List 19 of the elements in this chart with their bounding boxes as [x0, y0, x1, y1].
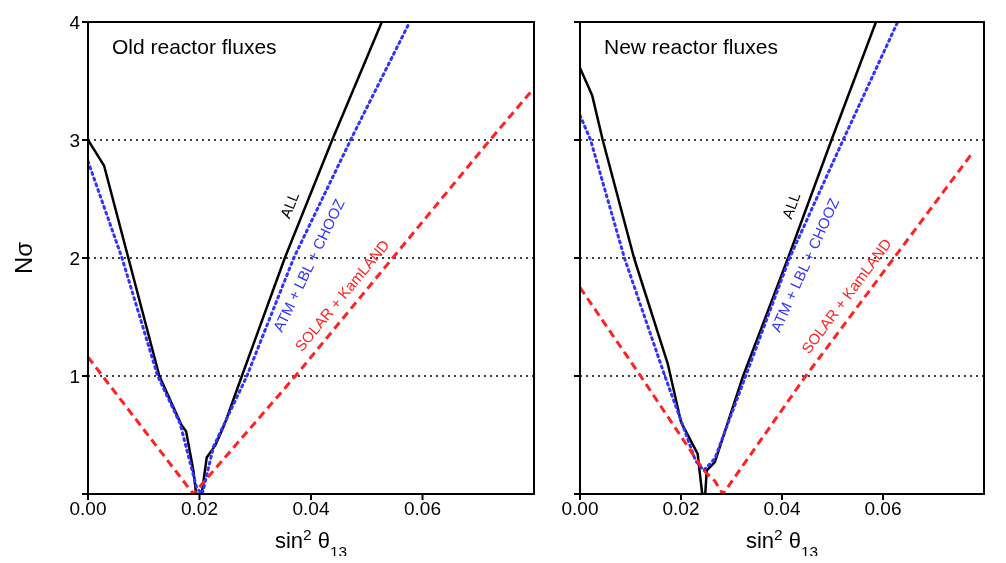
y-tick-label: 3 — [69, 129, 80, 151]
x-axis-title: sin$^{2}$ θ$_{13}$ — [745, 525, 819, 560]
text: ALL — [778, 189, 804, 221]
y-tick-label: 4 — [69, 11, 81, 33]
x-tick-label: 0.00 — [69, 498, 107, 520]
text: ALL — [276, 189, 303, 221]
x-tick-label: 0.02 — [181, 498, 218, 520]
y-tick-label: 1 — [69, 365, 80, 387]
x-tick-label: 0.02 — [662, 498, 700, 520]
y-axis-title: Nσ — [10, 241, 37, 275]
x-tick-label: 0.00 — [561, 498, 599, 520]
text: Old reactor fluxes — [112, 35, 277, 58]
y-tick-label: 2 — [69, 247, 80, 269]
x-tick-label: 0.06 — [864, 498, 902, 520]
x-axis-title: sin$^{2}$ θ$_{13}$ — [274, 525, 348, 560]
x-tick-label: 0.04 — [292, 498, 330, 520]
x-tick-label: 0.04 — [763, 498, 801, 520]
x-tick-label: 0.06 — [404, 498, 441, 520]
text: New reactor fluxes — [604, 35, 778, 58]
